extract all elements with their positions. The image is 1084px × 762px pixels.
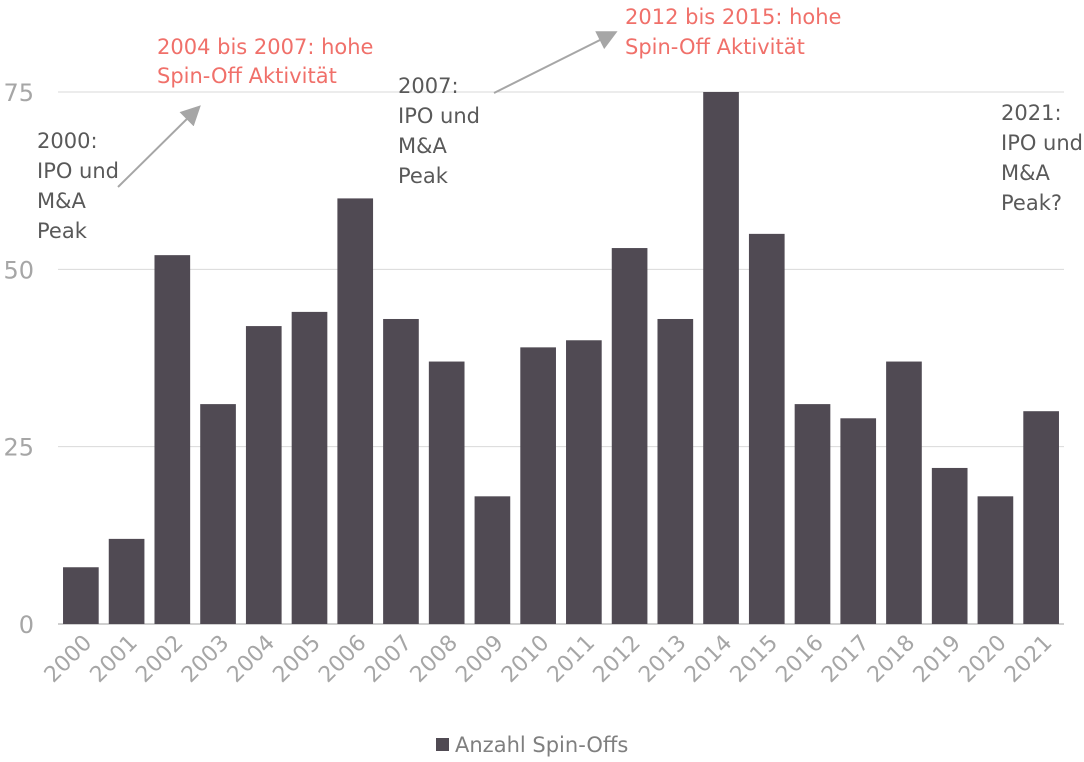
bar-2006 bbox=[337, 198, 374, 624]
x-tick-label: 2004 bbox=[223, 631, 280, 688]
y-axis-ticks: 0 25 50 75 bbox=[3, 79, 34, 639]
annotation-2007-line: 2007: bbox=[398, 74, 459, 98]
arrow-2012-2015 bbox=[493, 31, 618, 94]
annotation-2000: 2000: IPO und M&A Peak bbox=[37, 129, 126, 243]
legend-swatch bbox=[436, 738, 449, 751]
annotation-2004-2007: 2004 bis 2007: hohe Spin-Off Aktivität bbox=[157, 35, 380, 88]
bar-2014 bbox=[703, 92, 739, 624]
bar-2017 bbox=[840, 418, 877, 624]
y-tick-label: 25 bbox=[3, 434, 34, 462]
legend-label: Anzahl Spin-Offs bbox=[455, 733, 628, 757]
annotation-2021-line: Peak? bbox=[1001, 191, 1062, 215]
y-tick-label: 75 bbox=[3, 79, 34, 107]
annotation-2007: 2007: IPO und M&A Peak bbox=[398, 74, 487, 188]
bar-2004 bbox=[245, 326, 282, 624]
annotation-2007-line: IPO und bbox=[398, 104, 480, 128]
annotation-2012-line: 2012 bis 2015: hohe bbox=[625, 5, 841, 29]
x-tick-label: 2006 bbox=[314, 631, 371, 688]
x-tick-label: 2010 bbox=[497, 631, 554, 688]
x-tick-label: 2014 bbox=[680, 631, 737, 688]
bar-2002 bbox=[154, 255, 191, 624]
annotation-2000-line: 2000: bbox=[37, 129, 98, 153]
bar-2003 bbox=[200, 404, 236, 624]
annotation-2007-line: M&A bbox=[398, 134, 447, 158]
annotation-2007-line: Peak bbox=[398, 164, 449, 188]
x-tick-label: 2002 bbox=[131, 631, 188, 688]
bar-2019 bbox=[931, 467, 968, 624]
bar-2020 bbox=[977, 496, 1014, 624]
annotation-2021: 2021: IPO und M&A Peak? bbox=[1001, 101, 1084, 215]
x-tick-label: 2011 bbox=[543, 631, 600, 688]
x-tick-label: 2018 bbox=[863, 631, 920, 688]
bar-2015 bbox=[748, 233, 785, 624]
bar-2007 bbox=[383, 318, 419, 624]
bar-2011 bbox=[566, 340, 602, 624]
annotation-2000-line: IPO und bbox=[37, 159, 119, 183]
x-axis-ticks: 2000200120022003200420052006200720082009… bbox=[40, 631, 1058, 688]
annotation-2004-line: 2004 bis 2007: hohe bbox=[157, 35, 373, 59]
x-tick-label: 2001 bbox=[86, 631, 143, 688]
annotation-2012-2015: 2012 bis 2015: hohe Spin-Off Aktivität bbox=[625, 5, 848, 59]
annotation-2000-line: M&A bbox=[37, 189, 86, 213]
bar-2018 bbox=[886, 361, 922, 624]
x-tick-label: 2019 bbox=[909, 631, 966, 688]
x-tick-label: 2007 bbox=[360, 631, 417, 688]
bar-2012 bbox=[611, 248, 648, 624]
bar-2021 bbox=[1023, 411, 1059, 624]
bar-2005 bbox=[291, 311, 328, 624]
legend: Anzahl Spin-Offs bbox=[436, 733, 628, 757]
bar-2010 bbox=[520, 347, 556, 624]
bar-2016 bbox=[794, 404, 831, 624]
x-tick-label: 2009 bbox=[451, 631, 508, 688]
bar-2001 bbox=[108, 538, 145, 624]
bars bbox=[63, 92, 1059, 624]
annotation-2000-line: Peak bbox=[37, 219, 88, 243]
x-tick-label: 2012 bbox=[589, 631, 646, 688]
x-tick-label: 2020 bbox=[954, 631, 1011, 688]
bar-2000 bbox=[63, 567, 99, 624]
annotation-2021-line: M&A bbox=[1001, 161, 1050, 185]
annotation-2012-line: Spin-Off Aktivität bbox=[625, 35, 805, 59]
arrow-2004-2007 bbox=[117, 105, 201, 188]
annotation-2021-line: IPO und bbox=[1001, 131, 1083, 155]
x-tick-label: 2008 bbox=[406, 631, 463, 688]
annotation-2021-line: 2021: bbox=[1001, 101, 1062, 125]
bar-2009 bbox=[474, 496, 511, 624]
x-tick-label: 2015 bbox=[726, 631, 783, 688]
y-tick-label: 0 bbox=[19, 611, 34, 639]
bar-2008 bbox=[428, 361, 465, 624]
x-tick-label: 2013 bbox=[634, 631, 691, 688]
x-tick-label: 2017 bbox=[817, 631, 874, 688]
x-tick-label: 2021 bbox=[1000, 631, 1057, 688]
x-tick-label: 2000 bbox=[40, 631, 97, 688]
x-tick-label: 2003 bbox=[177, 631, 234, 688]
y-tick-label: 50 bbox=[3, 256, 34, 284]
x-tick-label: 2005 bbox=[268, 631, 325, 688]
x-tick-label: 2016 bbox=[771, 631, 828, 688]
bar-2013 bbox=[657, 318, 694, 624]
annotation-2004-line: Spin-Off Aktivität bbox=[157, 64, 337, 88]
